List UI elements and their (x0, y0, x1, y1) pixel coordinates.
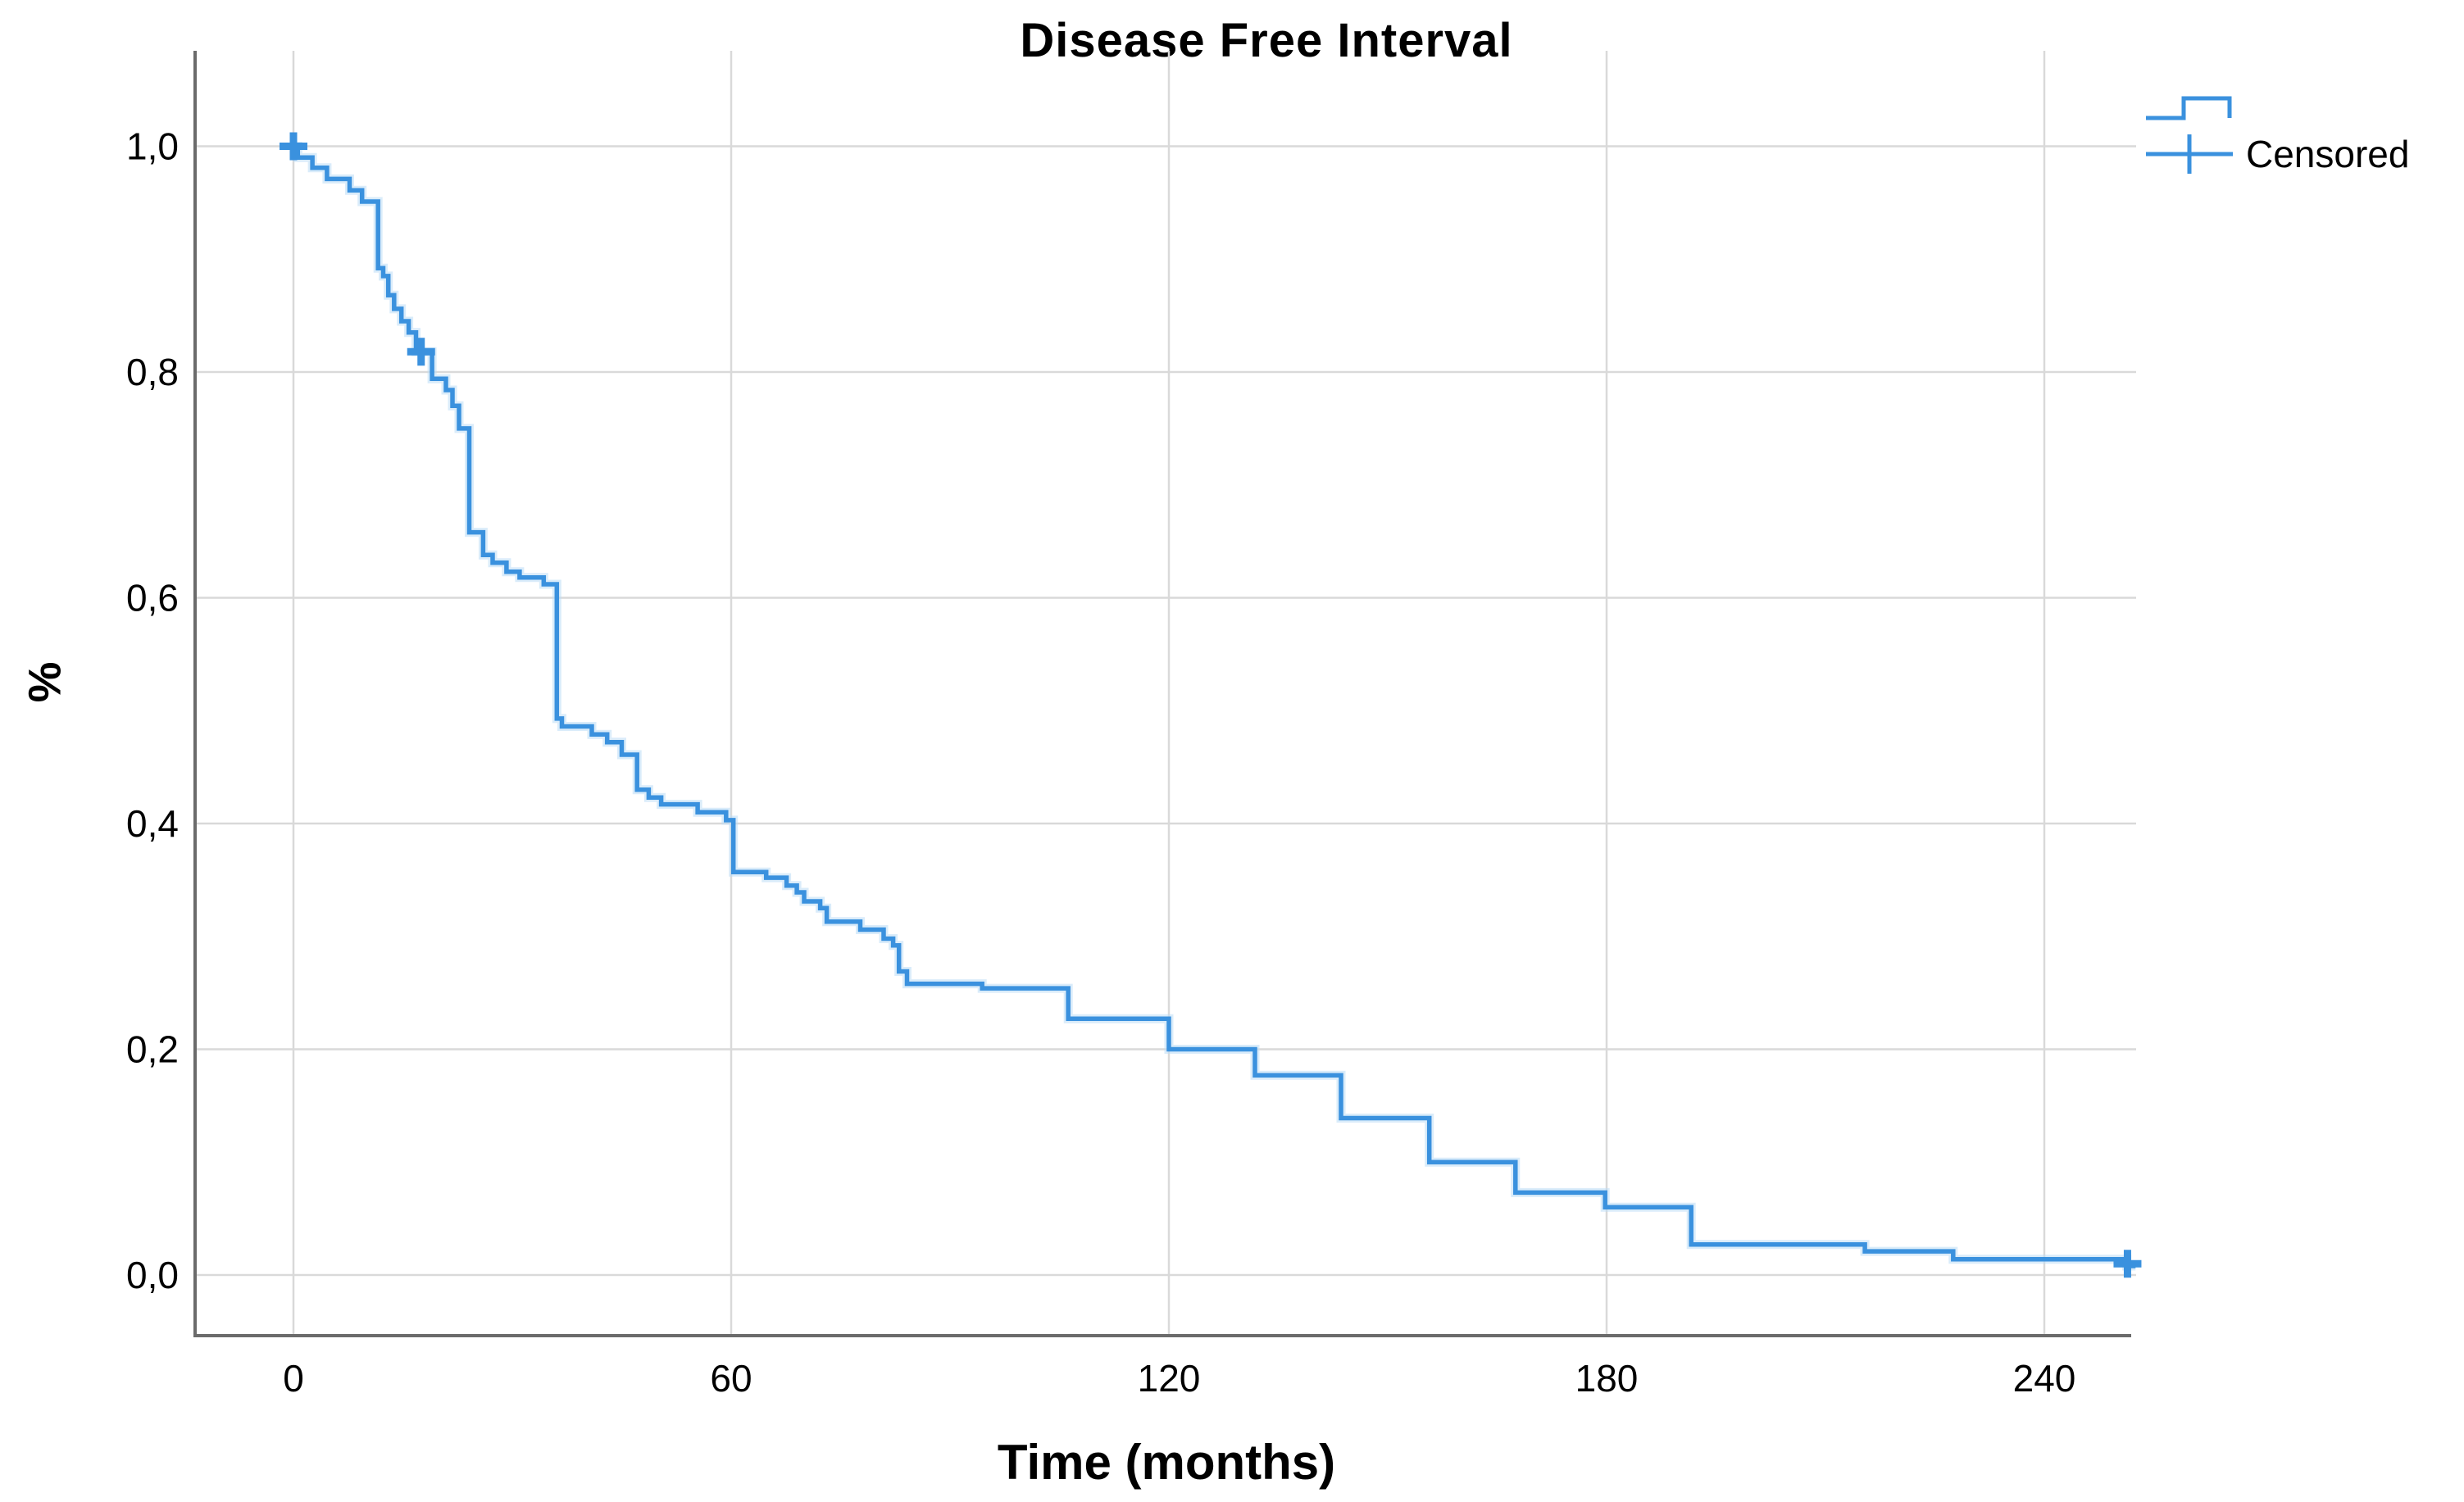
legend-censored-label: Censored (2246, 133, 2410, 175)
y-axis-title: % (18, 661, 70, 703)
y-tick-label: 1,0 (126, 125, 179, 168)
censor-mark (407, 338, 435, 366)
y-tick-label: 0,6 (126, 577, 179, 619)
step-line-icon (2146, 96, 2232, 120)
x-tick-label: 120 (1138, 1357, 1201, 1400)
x-tick-label: 60 (710, 1357, 752, 1400)
y-tick-label: 0,2 (126, 1028, 179, 1071)
x-tick-label: 240 (2013, 1357, 2076, 1400)
censor-mark (2113, 1250, 2142, 1278)
survival-curve (293, 143, 2136, 1268)
survival-curve-halo (293, 142, 2136, 1271)
censor-mark (280, 132, 307, 161)
plus-line-icon (2146, 134, 2233, 174)
x-axis-title: Time (months) (997, 1435, 1336, 1490)
x-tick-label: 0 (283, 1357, 304, 1400)
legend-row-censored: Censored (2144, 131, 2409, 177)
chart-title: Disease Free Interval (1020, 14, 1513, 67)
x-tick-label: 180 (1575, 1357, 1639, 1400)
legend: Censored (2144, 85, 2409, 177)
legend-row-survival (2144, 85, 2409, 131)
y-tick-label: 0,8 (126, 351, 179, 393)
y-tick-label: 0,4 (126, 802, 179, 845)
y-tick-label: 0,0 (126, 1254, 179, 1296)
